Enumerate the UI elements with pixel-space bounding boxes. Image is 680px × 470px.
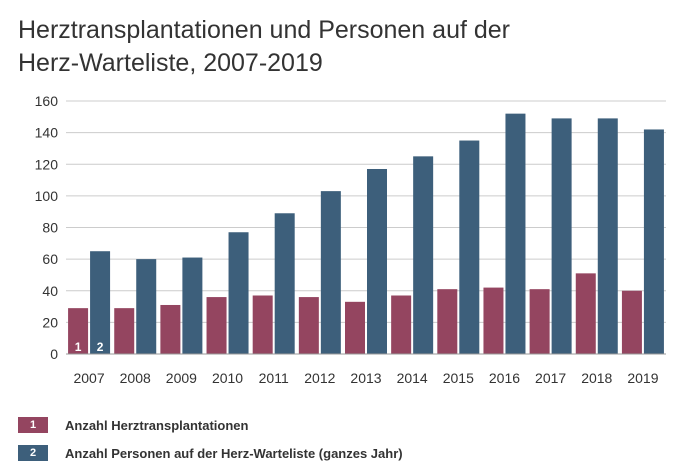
bar-series-2-2010 xyxy=(228,232,249,354)
bar-series-2-2014 xyxy=(413,156,434,354)
x-tick-label-2011: 2011 xyxy=(259,370,289,386)
bar-series-2-2009 xyxy=(182,257,203,354)
bar-series-2-2012 xyxy=(320,191,341,354)
legend-item-waitlist: 2 Anzahl Personen auf der Herz-Wartelist… xyxy=(18,442,403,464)
legend-item-transplantations: 1 Anzahl Herztransplantationen xyxy=(18,414,403,436)
legend-label-series-1: Anzahl Herztransplantationen xyxy=(65,417,249,433)
x-tick-label-2012: 2012 xyxy=(304,370,335,386)
x-tick-label-2014: 2014 xyxy=(397,370,428,386)
bar-series-1-2019 xyxy=(621,290,642,354)
chart-title-line-1: Herztransplantationen und Personen auf d… xyxy=(18,16,510,44)
x-tick-label-2019: 2019 xyxy=(627,370,658,386)
bar-series-1-2013 xyxy=(345,301,365,354)
x-tick-label-2010: 2010 xyxy=(212,370,243,386)
bar-series-2-2013 xyxy=(367,168,387,354)
bar-series-2-2018 xyxy=(597,118,618,354)
y-tick-label-140: 140 xyxy=(35,125,59,141)
x-tick-label-2007: 2007 xyxy=(73,370,104,386)
y-tick-label-20: 20 xyxy=(42,314,58,330)
bar-series-1-2017 xyxy=(529,289,550,354)
bar-series-1-2011 xyxy=(252,295,273,354)
y-tick-label-120: 120 xyxy=(35,156,59,172)
x-tick-label-2015: 2015 xyxy=(443,370,474,386)
bar-series-2-2011 xyxy=(274,213,295,354)
x-tick-label-2018: 2018 xyxy=(581,370,612,386)
chart-title: Herztransplantationen und Personen auf d… xyxy=(18,14,668,80)
legend-swatch-series-1: 1 xyxy=(18,417,48,433)
legend: 1 Anzahl Herztransplantationen 2 Anzahl … xyxy=(18,414,403,470)
y-tick-label-100: 100 xyxy=(35,188,59,204)
bar-series-2-2019 xyxy=(643,129,664,354)
y-tick-label-160: 160 xyxy=(35,93,59,109)
y-tick-label-60: 60 xyxy=(42,251,58,267)
y-tick-label-40: 40 xyxy=(42,283,58,299)
bar-series-2-2007 xyxy=(90,251,111,354)
x-tick-label-2016: 2016 xyxy=(489,370,520,386)
bar-series-1-2018 xyxy=(575,273,596,354)
bar-series-2-2017 xyxy=(551,118,572,354)
bar-series-1-2009 xyxy=(160,304,181,354)
bar-series-2-2008 xyxy=(136,259,157,354)
bar-chart: 0 20 40 60 80 100 120 140 160 1 2 2007 2008 2009 2010 2… xyxy=(35,93,666,386)
y-tick-label-80: 80 xyxy=(42,220,58,236)
bar-series-1-2007 xyxy=(68,308,89,354)
bar-marker-1: 1 xyxy=(75,340,82,354)
bar-series-1-2014 xyxy=(391,295,412,354)
legend-label-series-2: Anzahl Personen auf der Herz-Warteliste … xyxy=(65,445,403,461)
x-tick-label-2009: 2009 xyxy=(166,370,197,386)
bar-series-1-2016 xyxy=(483,287,504,354)
bar-series-1-2010 xyxy=(206,297,227,354)
bar-series-1-2015 xyxy=(437,289,458,354)
y-tick-label-0: 0 xyxy=(50,346,58,362)
x-tick-label-2008: 2008 xyxy=(120,370,151,386)
chart-title-line-2: Herz-Warteliste, 2007-2019 xyxy=(18,49,323,77)
bar-series-2-2015 xyxy=(459,140,480,354)
x-tick-label-2013: 2013 xyxy=(350,370,381,386)
bar-series-1-2012 xyxy=(298,297,319,354)
bar-series-2-2016 xyxy=(505,113,526,355)
bar-marker-2: 2 xyxy=(97,340,104,354)
bar-series-1-2008 xyxy=(114,308,135,354)
legend-swatch-series-2: 2 xyxy=(18,445,48,461)
x-tick-label-2017: 2017 xyxy=(535,370,566,386)
